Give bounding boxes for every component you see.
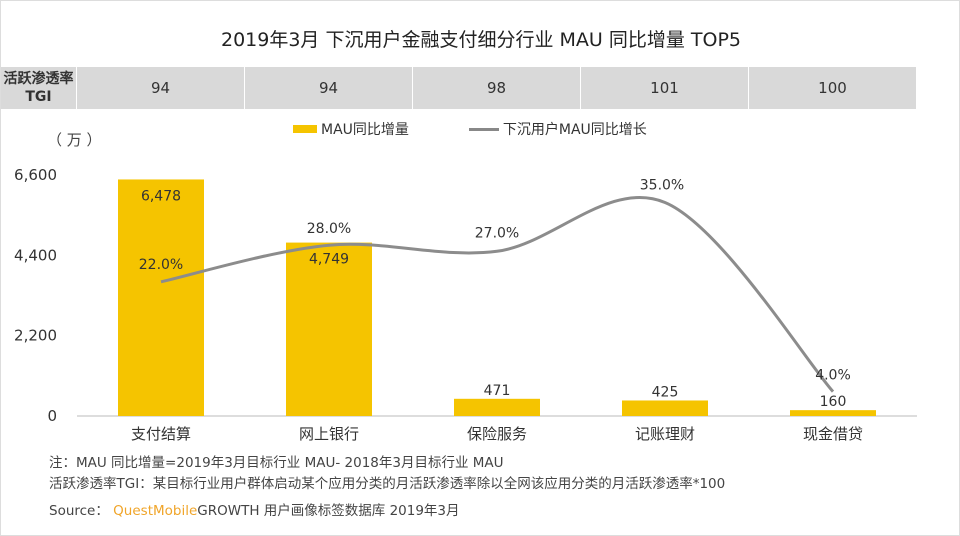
- bar-value-label: 425: [652, 384, 679, 400]
- bar-value-label: 160: [820, 394, 847, 410]
- bar: [790, 410, 876, 416]
- chart-title: 2019年3月 下沉用户金融支付细分行业 MAU 同比增量 TOP5: [220, 29, 741, 51]
- source-text: GROWTH 用户画像标签数据库 2019年3月: [197, 503, 460, 519]
- x-tick-label: 网上银行: [299, 425, 359, 443]
- bar: [622, 400, 708, 416]
- bar-value-label: 6,478: [141, 188, 181, 204]
- y-axis-unit: （ 万 ）: [47, 131, 102, 149]
- x-tick-label: 记账理财: [635, 425, 695, 443]
- tgi-row: 活跃渗透率TGI 94 94 98 101 100: [1, 67, 917, 109]
- source-prefix: Source：: [49, 503, 109, 519]
- notes: 注：MAU 同比增量=2019年3月目标行业 MAU- 2018年3月目标行业 …: [49, 453, 725, 522]
- legend-swatch-line: [468, 127, 499, 131]
- legend-item-bar: MAU同比增量: [293, 119, 409, 139]
- legend: MAU同比增量 下沉用户MAU同比增长: [293, 119, 647, 139]
- legend-label: MAU同比增量: [321, 122, 409, 138]
- note-line: 注：MAU 同比增量=2019年3月目标行业 MAU- 2018年3月目标行业 …: [49, 455, 504, 471]
- bar: [286, 242, 372, 416]
- line-value-label: 28.0%: [307, 221, 351, 237]
- line-value-label: 22.0%: [139, 257, 183, 273]
- legend-item-line: 下沉用户MAU同比增长: [468, 119, 647, 139]
- line-value-label: 35.0%: [640, 178, 684, 194]
- tgi-value: 94: [77, 67, 245, 109]
- tgi-value: 101: [581, 67, 749, 109]
- y-tick-label: 2,200: [14, 327, 57, 345]
- line-value-label: 27.0%: [475, 225, 519, 241]
- tgi-value: 94: [245, 67, 413, 109]
- bar-value-label: 4,749: [309, 252, 349, 268]
- bar-value-label: 471: [484, 383, 511, 399]
- x-tick-label: 保险服务: [467, 425, 527, 443]
- bar: [454, 398, 540, 416]
- tgi-value: 98: [413, 67, 581, 109]
- line-value-label: 4.0%: [815, 368, 851, 384]
- x-tick-label: 现金借贷: [803, 425, 863, 443]
- tgi-value: 100: [749, 67, 917, 109]
- bar: [118, 179, 204, 416]
- line-series: [160, 196, 835, 393]
- source-brand: QuestMobile: [113, 503, 198, 519]
- note-line: 活跃渗透率TGI：某目标行业用户群体启动某个应用分类的月活跃渗透率除以全网该应用…: [49, 476, 726, 492]
- tgi-header: 活跃渗透率TGI: [1, 67, 77, 109]
- y-tick-label: 0: [47, 407, 57, 425]
- source-line: Source： QuestMobileGROWTH 用户画像标签数据库 2019…: [49, 501, 725, 522]
- legend-label: 下沉用户MAU同比增长: [502, 122, 647, 138]
- legend-swatch-bar: [293, 125, 317, 133]
- y-tick-label: 6,600: [14, 166, 57, 184]
- x-tick-label: 支付结算: [131, 425, 191, 443]
- y-tick-label: 4,400: [14, 246, 57, 264]
